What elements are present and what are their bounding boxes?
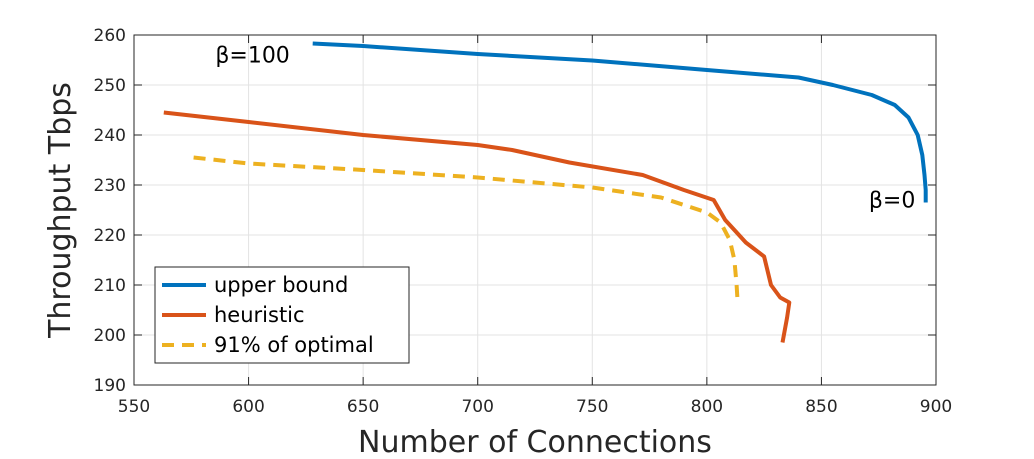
y-tick-label: 260	[94, 26, 126, 46]
series-line-91-of-optimal	[193, 155, 740, 306]
legend-items: upper bound heuristic 91% of optimal	[162, 273, 374, 357]
y-tick-label: 200	[94, 326, 126, 346]
y-axis-label: Throughput Tbps	[43, 82, 78, 339]
y-tick-label: 190	[94, 376, 126, 396]
x-tick-labels: 550 600 650 700 750 800 850 900	[118, 397, 952, 417]
legend-label: 91% of optimal	[214, 333, 374, 357]
x-tick-label: 700	[461, 397, 493, 417]
x-tick-label: 650	[347, 397, 379, 417]
series-lines	[163, 41, 928, 343]
y-tick-label: 250	[94, 76, 126, 96]
annotation-label: β=0	[869, 189, 915, 214]
y-tick-label: 230	[94, 176, 126, 196]
x-tick-label: 900	[920, 397, 952, 417]
x-tick-label: 600	[232, 397, 264, 417]
x-tick-label: 800	[691, 397, 723, 417]
annotations: β=100 β=0	[215, 44, 915, 214]
y-tick-labels: 190 200 210 220 230 240 250 260	[94, 26, 126, 396]
legend-label: heuristic	[214, 303, 305, 327]
axis-ticks	[133, 34, 937, 386]
y-tick-label: 220	[94, 226, 126, 246]
x-axis-label: Number of Connections	[358, 425, 712, 459]
legend-label: upper bound	[214, 273, 348, 297]
series-line-heuristic	[163, 110, 792, 343]
y-tick-label: 240	[94, 126, 126, 146]
x-tick-label: 750	[576, 397, 608, 417]
annotation-label: β=100	[215, 44, 289, 69]
x-tick-label: 850	[805, 397, 837, 417]
y-tick-label: 210	[94, 276, 126, 296]
legend: upper bound heuristic 91% of optimal	[154, 266, 410, 364]
x-tick-label: 550	[118, 397, 150, 417]
plot-frame	[133, 34, 937, 386]
series-line-upper-bound	[312, 41, 928, 203]
